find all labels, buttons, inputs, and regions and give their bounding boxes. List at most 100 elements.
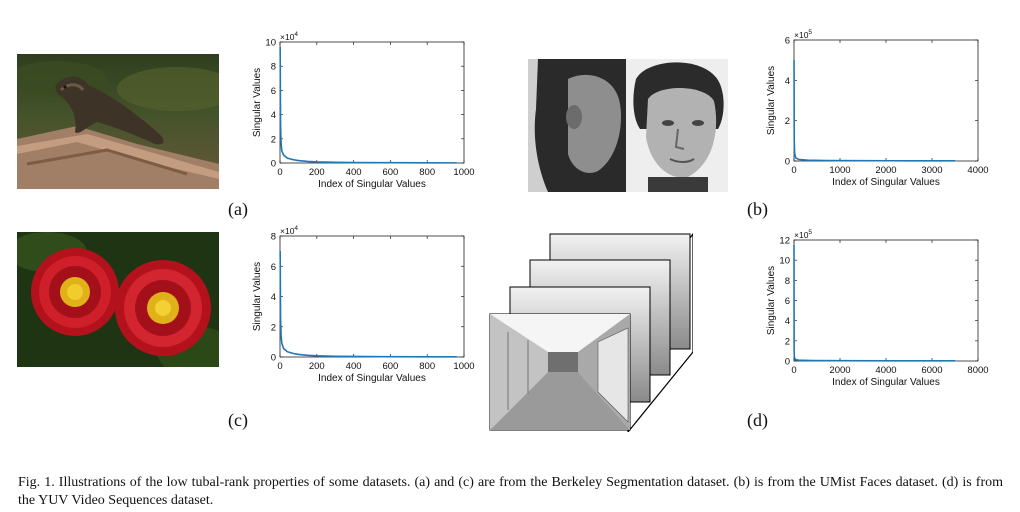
exponent-power: 5 bbox=[808, 29, 812, 36]
y-tick-label: 2 bbox=[271, 322, 276, 333]
otter-photo bbox=[17, 54, 219, 189]
plot-frame bbox=[279, 235, 465, 358]
x-tick-label: 0 bbox=[791, 365, 796, 376]
data-point bbox=[908, 160, 910, 162]
video-frames-stack bbox=[488, 232, 693, 432]
data-point bbox=[793, 356, 795, 358]
data-point bbox=[825, 159, 827, 162]
y-exponent-label: ×105 bbox=[794, 229, 812, 240]
data-point bbox=[389, 356, 391, 358]
y-exponent-label: ×104 bbox=[280, 225, 298, 236]
data-point bbox=[334, 355, 336, 357]
data-point bbox=[793, 244, 795, 246]
y-tick-label: 10 bbox=[779, 256, 790, 267]
data-point bbox=[862, 160, 864, 162]
y-tick-label: 2 bbox=[785, 116, 790, 127]
y-axis-label: Singular Values bbox=[766, 66, 777, 135]
x-tick-label: 600 bbox=[382, 167, 398, 178]
x-tick-label: 4000 bbox=[875, 365, 896, 376]
data-point bbox=[279, 250, 281, 252]
x-tick-label: 200 bbox=[309, 361, 325, 372]
exponent-base: ×10 bbox=[794, 30, 809, 40]
data-point bbox=[811, 359, 813, 362]
y-axis-label: Singular Values bbox=[252, 68, 263, 137]
x-tick-label: 4000 bbox=[967, 165, 988, 176]
data-point bbox=[456, 356, 458, 358]
y-axis-label: Singular Values bbox=[252, 262, 263, 331]
panel-label-a: (a) bbox=[228, 199, 248, 219]
plot-frame bbox=[793, 39, 979, 162]
y-tick-label: 8 bbox=[271, 62, 276, 73]
plot-frame bbox=[279, 41, 465, 164]
data-point bbox=[885, 360, 887, 362]
y-tick-label: 6 bbox=[785, 36, 790, 47]
y-tick-label: 4 bbox=[785, 316, 790, 327]
y-tick-label: 6 bbox=[271, 86, 276, 97]
y-axis-label: Singular Values bbox=[766, 266, 777, 335]
data-point bbox=[292, 159, 294, 161]
data-point bbox=[286, 351, 288, 353]
x-tick-label: 600 bbox=[382, 361, 398, 372]
figure-caption: Fig. 1. Illustrations of the low tubal-r… bbox=[18, 475, 1003, 508]
x-tick-label: 800 bbox=[419, 361, 435, 372]
y-tick-label: 4 bbox=[271, 110, 276, 121]
y-tick-label: 6 bbox=[271, 262, 276, 273]
x-axis-label: Index of Singular Values bbox=[832, 177, 940, 188]
y-tick-label: 0 bbox=[785, 357, 790, 368]
data-point bbox=[279, 123, 282, 125]
data-point bbox=[316, 355, 318, 357]
x-tick-label: 1000 bbox=[829, 165, 850, 176]
data-point bbox=[798, 158, 800, 160]
y-tick-label: 12 bbox=[779, 236, 790, 247]
data-point bbox=[954, 360, 956, 362]
data-point bbox=[281, 150, 283, 152]
data-point bbox=[280, 335, 282, 337]
x-tick-label: 2000 bbox=[829, 365, 850, 376]
data-point bbox=[794, 358, 796, 361]
x-tick-label: 8000 bbox=[967, 365, 988, 376]
x-tick-label: 400 bbox=[346, 361, 362, 372]
data-point bbox=[798, 359, 800, 361]
data-point bbox=[839, 360, 841, 362]
data-point bbox=[334, 161, 336, 163]
data-point bbox=[426, 162, 428, 164]
data-point bbox=[283, 348, 285, 350]
y-tick-label: 4 bbox=[271, 292, 276, 303]
panel-label-c: (c) bbox=[228, 410, 248, 430]
x-tick-label: 0 bbox=[277, 167, 282, 178]
x-axis-label: Index of Singular Values bbox=[318, 373, 426, 384]
x-tick-label: 6000 bbox=[921, 365, 942, 376]
data-point bbox=[292, 352, 294, 354]
panel-label-b: (b) bbox=[747, 199, 768, 219]
x-tick-label: 0 bbox=[277, 361, 282, 372]
exponent-power: 4 bbox=[294, 225, 298, 232]
faces-photo bbox=[528, 59, 728, 192]
y-exponent-label: ×105 bbox=[794, 29, 812, 40]
exponent-power: 5 bbox=[808, 229, 812, 236]
exponent-base: ×10 bbox=[280, 32, 295, 42]
singular-values-line bbox=[793, 60, 956, 162]
y-tick-label: 8 bbox=[785, 276, 790, 287]
data-point bbox=[307, 354, 309, 356]
y-tick-label: 0 bbox=[271, 159, 276, 170]
x-tick-label: 1000 bbox=[453, 361, 474, 372]
data-point bbox=[280, 143, 282, 145]
x-axis-label: Index of Singular Values bbox=[318, 179, 426, 190]
data-point bbox=[793, 59, 795, 61]
data-point bbox=[297, 159, 299, 162]
y-tick-label: 0 bbox=[271, 353, 276, 364]
data-point bbox=[353, 355, 355, 358]
data-point bbox=[795, 157, 797, 159]
y-tick-label: 6 bbox=[785, 296, 790, 307]
data-point bbox=[807, 159, 809, 161]
panel-label-d: (d) bbox=[747, 410, 768, 430]
data-point bbox=[954, 160, 956, 162]
x-tick-label: 0 bbox=[791, 165, 796, 176]
data-point bbox=[286, 157, 288, 159]
plot-frame bbox=[793, 239, 979, 362]
y-tick-label: 10 bbox=[265, 38, 276, 49]
x-tick-label: 800 bbox=[419, 167, 435, 178]
data-point bbox=[281, 342, 283, 344]
x-axis-label: Index of Singular Values bbox=[832, 377, 940, 388]
y-tick-label: 0 bbox=[785, 157, 790, 168]
